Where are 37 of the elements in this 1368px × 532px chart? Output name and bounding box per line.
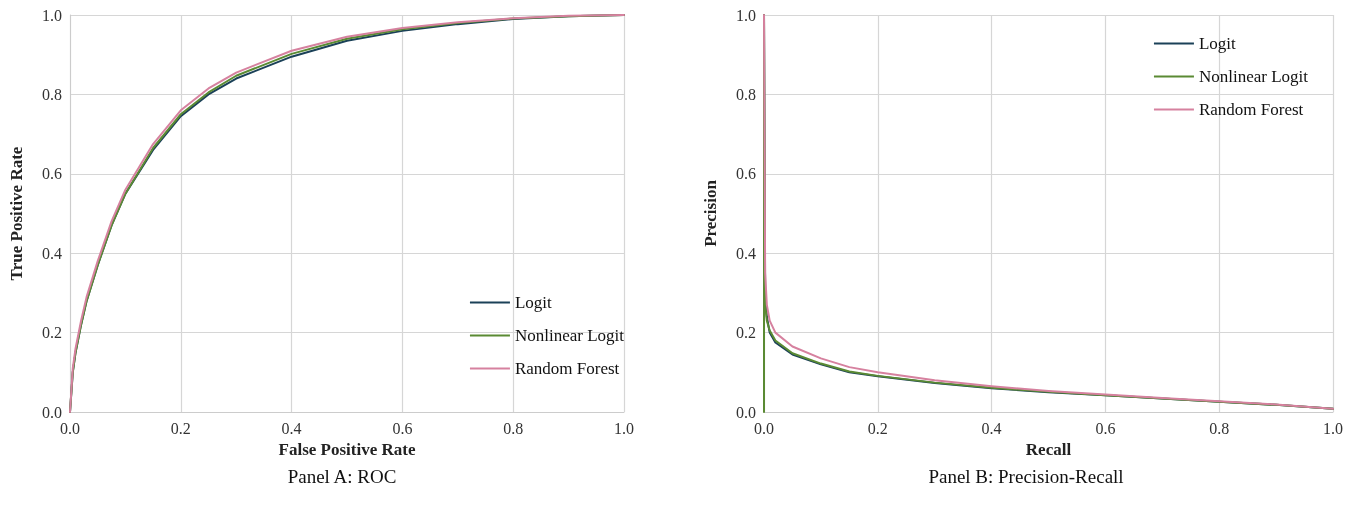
x-tick-label: 0.4 (281, 419, 302, 437)
line-series (69, 14, 625, 413)
x-tick-label: 0.2 (867, 419, 888, 437)
text: Panel A: ROC (287, 466, 397, 487)
y-tick-label: 0.6 (42, 165, 62, 183)
y-tick-label: 0.4 (736, 244, 756, 262)
y-tick-label: 0.2 (736, 324, 756, 342)
y-tick-label: 0.8 (736, 85, 756, 103)
y-tick-label: 1.0 (42, 6, 62, 24)
text: Panel B: Precision-Recall (928, 466, 1124, 487)
x-tick-label: 0.0 (60, 419, 80, 437)
legend-label: Random Forest (514, 359, 620, 378)
x-tick-label: 0.8 (1209, 419, 1230, 437)
x-axis-title: False Positive Rate (278, 439, 416, 459)
y-tick-label: 0.0 (42, 403, 62, 421)
x-tick-label: 0.4 (981, 419, 1002, 437)
x-tick-label: 1.0 (1323, 419, 1343, 437)
x-tick-label: 1.0 (614, 419, 634, 437)
y-tick-label: 0.8 (42, 85, 62, 103)
y-tick-label: 0.6 (736, 165, 756, 183)
y-tick-label: 1.0 (736, 6, 756, 24)
legend-label: Logit (514, 293, 553, 312)
y-tick-label: 0.2 (42, 324, 62, 342)
x-tick-label: 0.2 (170, 419, 191, 437)
legend-label: Logit (1198, 34, 1237, 53)
x-tick-label: 0.6 (392, 419, 413, 437)
x-tick-label: 0.6 (1095, 419, 1116, 437)
y-axis-title: True Positive Rate (7, 146, 26, 281)
x-axis-title: Recall (1025, 439, 1072, 459)
legend-label: Nonlinear Logit (514, 326, 625, 345)
y-tick-label: 0.4 (42, 244, 62, 262)
y-tick-label: 0.0 (736, 403, 756, 421)
legend-label: Nonlinear Logit (1198, 67, 1309, 86)
x-tick-label: 0.8 (503, 419, 524, 437)
x-tick-label: 0.0 (754, 419, 774, 437)
y-axis-title: Precision (701, 179, 720, 247)
legend-label: Random Forest (1198, 100, 1304, 119)
